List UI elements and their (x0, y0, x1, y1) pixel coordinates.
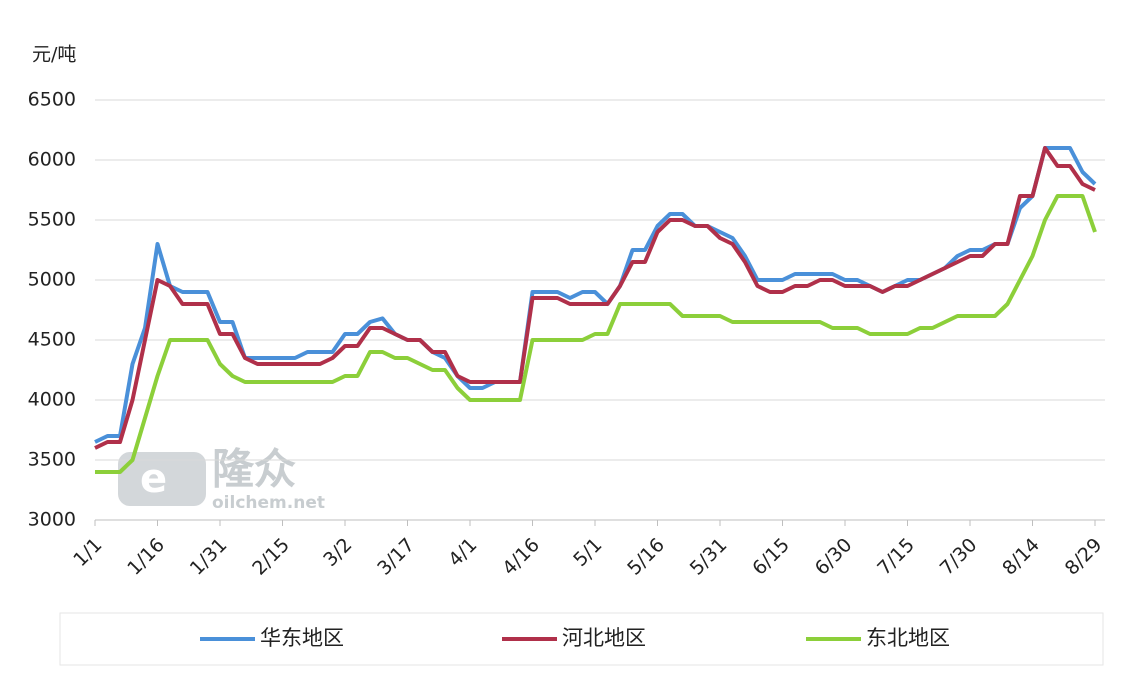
series-line (94, 146, 1096, 450)
x-tick-label: 5/31 (686, 534, 732, 580)
x-tick-label: 8/14 (998, 534, 1044, 580)
x-tick-label: 3/2 (319, 534, 356, 571)
x-tick-label: 1/16 (123, 534, 169, 580)
x-tick-label: 7/15 (873, 534, 919, 580)
x-tick-label: 6/15 (748, 534, 794, 580)
x-tick-label: 5/1 (569, 534, 606, 571)
y-tick-label: 3000 (28, 509, 76, 531)
legend-label: 华东地区 (260, 626, 344, 650)
watermark: e 隆众 oilchem.net (118, 445, 325, 513)
watermark-logo (118, 452, 206, 506)
x-tick-label: 6/30 (811, 534, 857, 580)
legend-label: 河北地区 (562, 626, 646, 650)
series-line (95, 194, 1097, 474)
x-tick-label: 8/29 (1061, 534, 1107, 580)
legend-box (59, 612, 1104, 666)
y-tick-label: 5000 (28, 269, 76, 291)
x-tick-label: 5/16 (623, 534, 669, 580)
y-unit: 元/吨 (32, 44, 76, 66)
watermark-text: 隆众 (212, 445, 296, 494)
y-tick-label: 5500 (28, 209, 76, 231)
series-line (94, 146, 1097, 444)
y-tick-label: 4500 (28, 329, 76, 351)
x-tick-label: 4/16 (498, 534, 544, 580)
x-tick-label: 2/15 (248, 534, 294, 580)
x-tick-label: 4/1 (444, 534, 481, 571)
watermark-logo-e: e (140, 456, 167, 502)
y-tick-label: 4000 (28, 389, 76, 411)
y-tick-label: 6000 (28, 149, 76, 171)
x-tick-label: 7/30 (936, 534, 982, 580)
y-tick-label: 3500 (28, 449, 76, 471)
legend-label: 东北地区 (866, 626, 950, 650)
x-tick-label: 3/17 (373, 534, 419, 580)
y-tick-label: 6500 (28, 89, 76, 111)
watermark-url: oilchem.net (212, 493, 325, 513)
x-tick-label: 1/31 (186, 534, 232, 580)
x-tick-label: 1/1 (69, 534, 106, 571)
